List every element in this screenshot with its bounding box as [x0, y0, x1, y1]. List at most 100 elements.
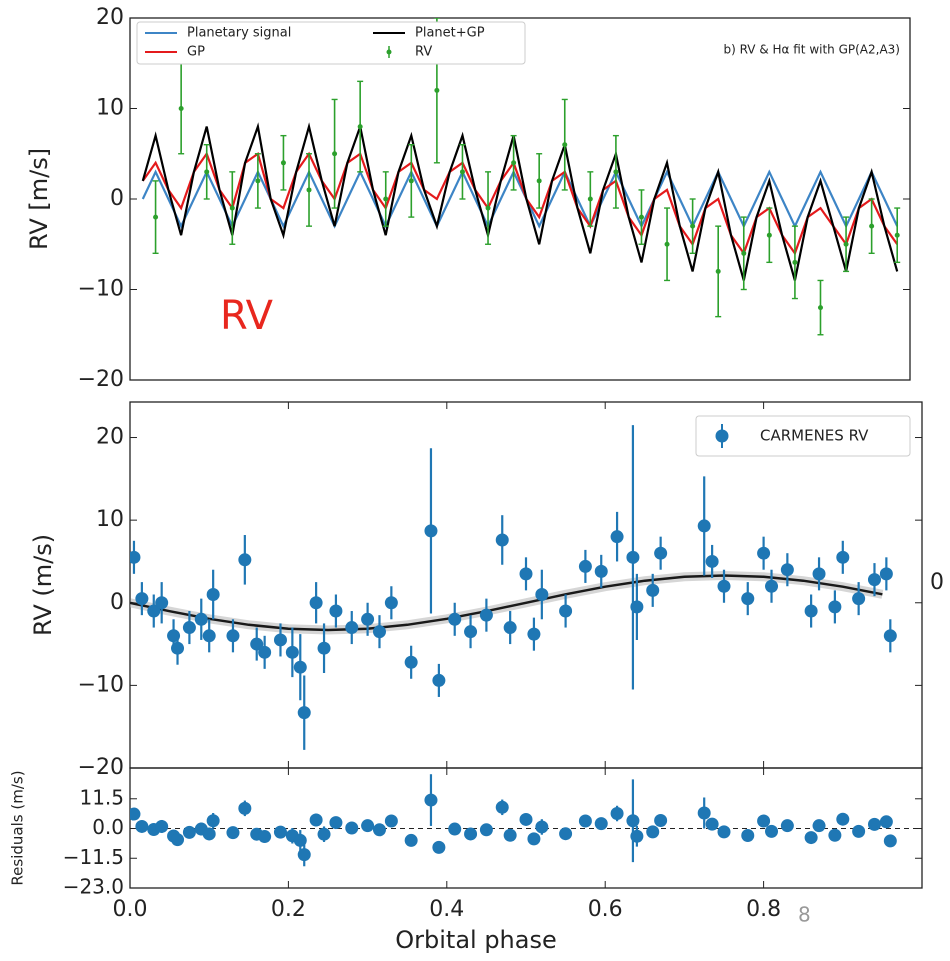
data-point — [867, 817, 881, 831]
data-point — [309, 813, 323, 827]
data-point — [357, 124, 363, 130]
data-point — [229, 205, 235, 211]
data-point — [153, 214, 159, 220]
data-point — [226, 826, 240, 840]
data-point — [293, 660, 307, 674]
data-point — [171, 641, 185, 655]
data-point — [332, 151, 338, 157]
data-point — [741, 250, 747, 256]
data-point — [182, 825, 196, 839]
y-tick-label: 11.5 — [79, 785, 124, 809]
data-point — [404, 833, 418, 847]
data-point — [697, 519, 711, 533]
data-point — [448, 822, 462, 836]
data-point — [297, 706, 311, 720]
data-point — [384, 596, 398, 610]
legend-label: GP — [187, 45, 205, 60]
data-point — [309, 596, 323, 610]
data-point — [741, 592, 755, 606]
plot-area — [130, 774, 922, 867]
x-tick-label: 0.4 — [429, 897, 464, 922]
data-point — [479, 823, 493, 837]
data-point — [654, 546, 668, 560]
data-point — [135, 819, 149, 833]
data-point — [578, 814, 592, 828]
data-point — [297, 848, 311, 862]
y-tick-label: 20 — [96, 5, 124, 30]
data-point — [757, 546, 771, 560]
data-point — [503, 828, 517, 842]
x-tick-label: 0.2 — [271, 897, 306, 922]
y-tick-label: −11.5 — [63, 845, 124, 869]
data-point — [345, 821, 359, 835]
data-point — [238, 553, 252, 567]
data-point — [804, 831, 818, 845]
x-tick-label: 0.8 — [746, 897, 781, 922]
data-point — [285, 645, 299, 659]
data-point — [626, 814, 640, 828]
data-point — [780, 819, 794, 833]
data-point — [280, 160, 286, 166]
data-point — [578, 559, 592, 573]
data-point — [613, 169, 619, 175]
data-point — [459, 169, 465, 175]
data-point — [404, 655, 418, 669]
data-point — [852, 824, 866, 838]
data-point — [792, 259, 798, 265]
legend-box — [136, 21, 526, 65]
data-point — [434, 87, 440, 93]
data-point — [765, 824, 779, 838]
data-point — [812, 567, 826, 581]
data-point — [485, 205, 491, 211]
data-point — [836, 550, 850, 564]
data-point — [765, 579, 779, 593]
data-point — [646, 825, 660, 839]
data-point — [519, 812, 533, 826]
data-point — [495, 533, 509, 547]
y-tick-label: −10 — [78, 672, 124, 697]
data-point — [194, 612, 208, 626]
data-point — [206, 814, 220, 828]
y-axis-label: RV [m/s] — [25, 148, 53, 250]
data-point — [372, 625, 386, 639]
y-tick-label: 10 — [96, 96, 124, 121]
data-point — [464, 625, 478, 639]
data-point — [258, 645, 272, 659]
data-point — [306, 187, 312, 193]
data-point — [587, 196, 593, 202]
data-point — [559, 827, 573, 841]
legend-swatch — [386, 49, 392, 55]
data-point — [705, 817, 719, 831]
data-point — [535, 588, 549, 602]
data-point — [879, 567, 893, 581]
data-point — [250, 637, 264, 651]
legend-swatch — [715, 429, 729, 443]
data-point — [206, 588, 220, 602]
data-point — [226, 629, 240, 643]
data-point — [432, 673, 446, 687]
data-point — [519, 567, 533, 581]
stray-label: 0 — [930, 570, 944, 595]
legend-label: Planetary signal — [187, 26, 291, 41]
data-point — [135, 592, 149, 606]
data-point — [464, 827, 478, 841]
y-tick-label: −20 — [78, 755, 124, 780]
data-point — [130, 550, 141, 564]
y-axis-label: RV (m/s) — [29, 534, 57, 636]
data-point — [424, 524, 438, 538]
data-point — [630, 600, 644, 614]
y-tick-label: 0 — [110, 590, 124, 615]
data-point — [536, 178, 542, 184]
legend-label: Planet+GP — [415, 26, 485, 41]
data-point — [408, 178, 414, 184]
data-point — [562, 142, 568, 148]
data-point — [238, 801, 252, 815]
data-point — [424, 793, 438, 807]
legend-label: CARMENES RV — [760, 427, 869, 445]
model-line — [130, 574, 883, 632]
x-tick-label: 0.0 — [113, 897, 148, 922]
data-point — [697, 806, 711, 820]
data-point — [130, 807, 141, 821]
data-point — [383, 196, 389, 202]
data-point — [527, 627, 541, 641]
